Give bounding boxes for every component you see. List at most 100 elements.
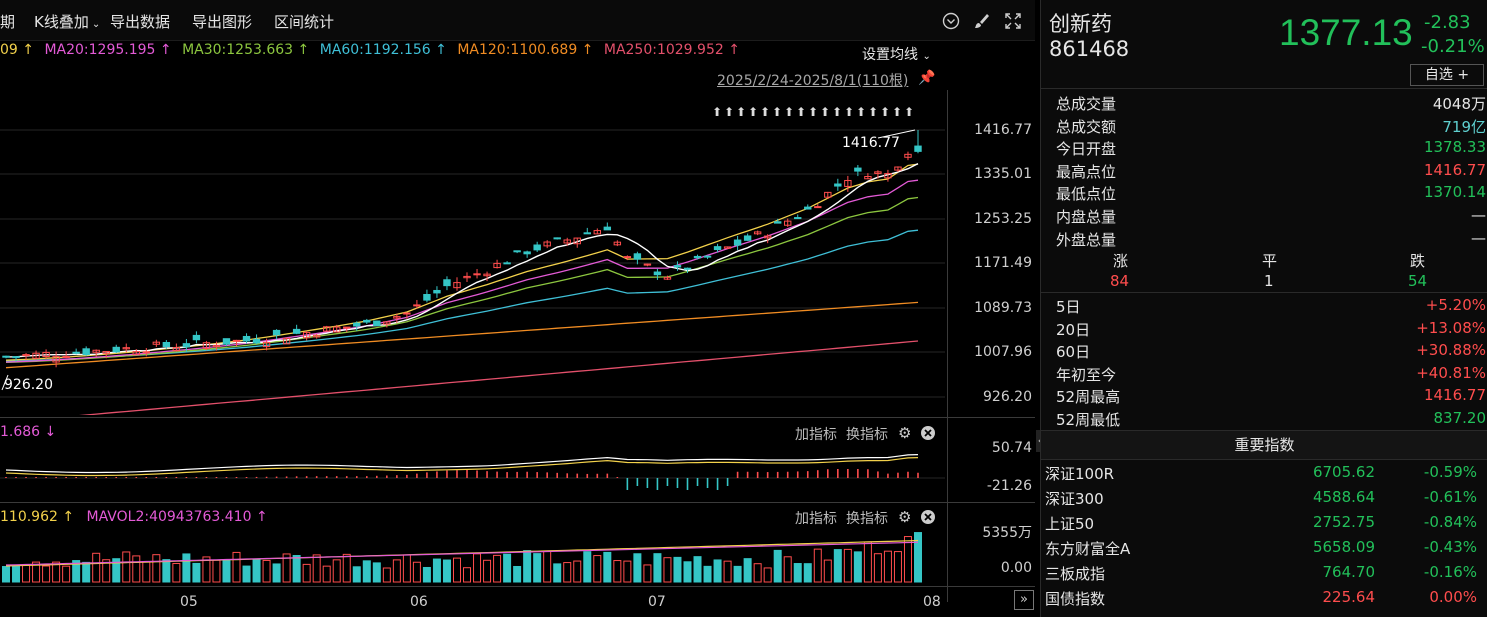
candle-body bbox=[794, 217, 802, 220]
candlestick-chart[interactable]: ⬆ ⬆ ⬆ ⬆ ⬆ ⬆ ⬆ ⬆ ⬆ ⬆ ⬆ ⬆ ⬆ ⬆ ⬆ ⬆ ⬆ bbox=[0, 90, 945, 415]
index-name: 深证100R bbox=[1045, 465, 1115, 483]
kline-overlay-menu[interactable]: K线叠加 ⌄ bbox=[34, 11, 100, 32]
return-label: 52周最低 bbox=[1056, 411, 1121, 429]
stat-row: 总成交量 4048万 bbox=[1056, 93, 1486, 115]
stat-value: 4048万 bbox=[1432, 95, 1486, 113]
candle-body bbox=[72, 351, 80, 354]
signal-arrow: ⬆ bbox=[820, 105, 830, 119]
volume-bar bbox=[302, 563, 311, 583]
fullscreen-icon[interactable] bbox=[1004, 12, 1022, 34]
volume-bar bbox=[62, 565, 71, 583]
range-label: 2025/2/24-2025/8/1(110根) bbox=[717, 73, 909, 89]
gear-icon[interactable]: ⚙ bbox=[898, 424, 912, 442]
volume-bar bbox=[633, 553, 642, 583]
candle-body bbox=[493, 262, 501, 269]
price-tick: 1416.77 bbox=[974, 122, 1032, 138]
return-label: 52周最高 bbox=[1056, 388, 1121, 407]
candle-body bbox=[463, 275, 471, 279]
macd-axis-top: 50.74 bbox=[991, 440, 1032, 456]
candle-body bbox=[673, 265, 682, 268]
month-tick: 07 bbox=[648, 594, 666, 610]
volume-chart[interactable] bbox=[0, 524, 945, 584]
add-indicator-button[interactable]: 加指标 bbox=[795, 427, 837, 443]
volume-bar bbox=[623, 560, 632, 583]
stat-value: 719亿 bbox=[1442, 117, 1486, 136]
index-row[interactable]: 三板成指 764.70 -0.16% bbox=[1045, 563, 1485, 587]
return-value: +30.88% bbox=[1416, 341, 1486, 360]
stat-label: 今日开盘 bbox=[1056, 140, 1117, 159]
candle-body bbox=[252, 338, 261, 344]
index-row[interactable]: 深证300 4588.64 -0.61% bbox=[1045, 488, 1485, 512]
volume-bar bbox=[252, 558, 261, 583]
chevron-down-icon: ⌄ bbox=[91, 19, 101, 30]
volume-bar bbox=[503, 553, 512, 583]
index-row[interactable]: 上证50 2752.75 -0.84% bbox=[1045, 513, 1485, 537]
index-row[interactable]: 国债指数 225.64 0.00% bbox=[1045, 588, 1485, 612]
index-change: -0.84% bbox=[1423, 513, 1477, 531]
volume-bar bbox=[42, 565, 51, 583]
volume-bar bbox=[402, 554, 411, 583]
volume-bar bbox=[813, 548, 822, 583]
switch-indicator-button[interactable]: 换指标 bbox=[846, 511, 888, 527]
index-row[interactable]: 东方财富全A 5658.09 -0.43% bbox=[1045, 538, 1485, 562]
volume-bar bbox=[232, 551, 241, 583]
return-label: 60日 bbox=[1056, 343, 1091, 362]
candle-body bbox=[553, 237, 561, 240]
index-row[interactable]: 深证100R 6705.62 -0.59% bbox=[1045, 463, 1485, 487]
ma10-legend: 09 ↑ bbox=[0, 42, 34, 58]
volume-bar bbox=[242, 565, 251, 583]
divider bbox=[1041, 292, 1487, 293]
brush-icon[interactable] bbox=[973, 12, 991, 34]
gear-icon[interactable]: ⚙ bbox=[898, 508, 912, 526]
volume-bar bbox=[593, 555, 602, 583]
export-data-button[interactable]: 导出数据 bbox=[110, 13, 171, 31]
period-menu[interactable]: 期 bbox=[0, 13, 16, 31]
volume-bar bbox=[202, 556, 211, 583]
breadth-flat-count: 1 bbox=[1264, 272, 1274, 290]
candle-body bbox=[613, 241, 622, 246]
close-icon[interactable] bbox=[921, 425, 935, 444]
candle-body bbox=[222, 338, 231, 345]
circle-chevron-icon[interactable] bbox=[942, 12, 960, 34]
signal-arrow: ⬆ bbox=[712, 105, 722, 119]
candle-body bbox=[563, 239, 571, 244]
volume-bar bbox=[553, 563, 562, 583]
ma250-line bbox=[78, 340, 919, 415]
index-name: 深证300 bbox=[1045, 490, 1104, 508]
range-stats-button[interactable]: 区间统计 bbox=[274, 13, 335, 31]
stat-value: 1370.14 bbox=[1423, 183, 1486, 202]
macd-chart[interactable] bbox=[0, 440, 945, 500]
volume-bar bbox=[72, 560, 81, 583]
vol-axis-top: 5355万 bbox=[982, 525, 1032, 541]
signal-arrow: ⬆ bbox=[880, 105, 890, 119]
candle-body bbox=[312, 334, 321, 338]
candle-body bbox=[453, 282, 461, 289]
ma10-line bbox=[5, 163, 919, 361]
signal-arrow: ⬆ bbox=[808, 105, 818, 119]
chart-toolbar: 期 K线叠加 ⌄ 导出数据 导出图形 区间统计 bbox=[0, 0, 1035, 41]
export-chart-button[interactable]: 导出图形 bbox=[192, 13, 253, 31]
pin-icon[interactable]: 📌 bbox=[918, 70, 936, 86]
stat-value: — bbox=[1471, 228, 1486, 247]
set-ma-button[interactable]: 设置均线 ⌄ bbox=[862, 44, 931, 64]
candle-body bbox=[523, 251, 531, 255]
price-change-pct: -0.21% bbox=[1421, 36, 1485, 57]
return-row: 20日 +13.08% bbox=[1056, 319, 1486, 341]
month-tick: 05 bbox=[180, 594, 198, 610]
breadth-up-label: 涨 bbox=[1113, 252, 1129, 270]
scroll-right-button[interactable]: » bbox=[1014, 590, 1034, 610]
add-watchlist-button[interactable]: 自选 + bbox=[1410, 64, 1484, 86]
volume-bar bbox=[783, 556, 792, 583]
switch-indicator-button[interactable]: 换指标 bbox=[846, 427, 888, 443]
month-tick: 06 bbox=[410, 594, 428, 610]
signal-arrow: ⬆ bbox=[856, 105, 866, 119]
vol-legend: 110.962 ↑ MAVOL2:40943763.410 ↑ bbox=[0, 509, 268, 525]
volume-bar bbox=[382, 567, 391, 583]
close-icon[interactable] bbox=[921, 509, 935, 528]
candle-body bbox=[182, 343, 191, 348]
index-change: 0.00% bbox=[1429, 588, 1477, 606]
volume-bar bbox=[883, 550, 892, 583]
add-indicator-button[interactable]: 加指标 bbox=[795, 511, 837, 527]
stat-label: 外盘总量 bbox=[1056, 230, 1117, 249]
price-tick: 1171.49 bbox=[974, 255, 1032, 271]
